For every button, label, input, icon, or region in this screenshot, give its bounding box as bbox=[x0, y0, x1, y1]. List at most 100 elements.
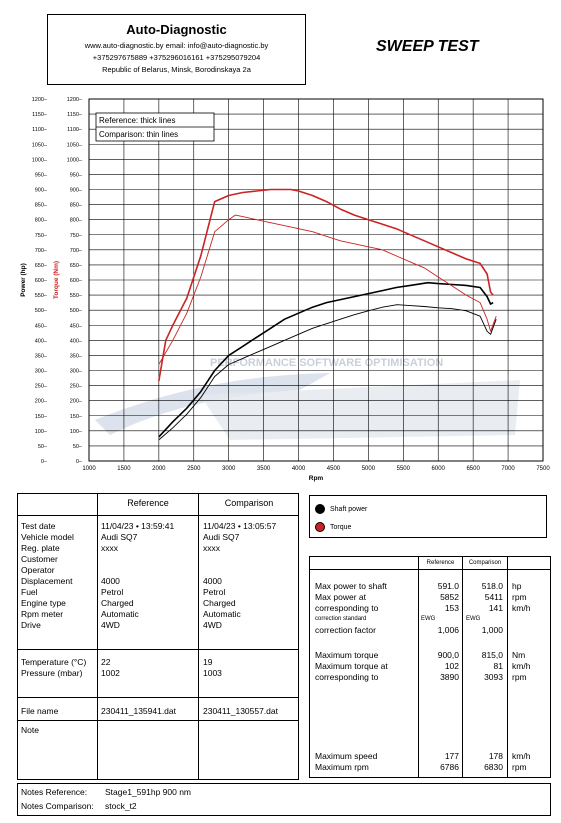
info-ref-value-8: Automatic bbox=[101, 609, 139, 619]
header-box: Auto-Diagnostic www.auto-diagnostic.by e… bbox=[47, 14, 306, 85]
y-tick-label-power: 950– bbox=[35, 172, 48, 178]
info-label-4: Operator bbox=[21, 565, 55, 575]
legend-torque: Torque bbox=[315, 521, 351, 533]
res-block1-label-1: Max power at bbox=[315, 592, 367, 602]
watermark-band-icon bbox=[200, 380, 520, 440]
x-tick-label: 6500 bbox=[466, 466, 480, 472]
res-block1-ref-0: 591.0 bbox=[437, 581, 459, 591]
res-block2-label-1: Maximum torque at bbox=[315, 661, 388, 671]
y-tick-label-torque: 150– bbox=[70, 414, 83, 420]
y-tick-label-power: 0– bbox=[41, 459, 48, 465]
annotation-comparison: Comparison: thin lines bbox=[99, 130, 178, 139]
y-tick-label-power: 700– bbox=[35, 248, 48, 254]
res-block1-unit-1: rpm bbox=[512, 592, 527, 602]
info-ref-value-5: 4000 bbox=[101, 576, 120, 586]
y-tick-label-torque: 500– bbox=[70, 308, 83, 314]
y-tick-label-power: 1050– bbox=[32, 142, 48, 148]
y-tick-label-power: 550– bbox=[35, 293, 48, 299]
y-tick-label-torque: 1050– bbox=[67, 142, 83, 148]
y-tick-label-torque: 1150– bbox=[67, 112, 83, 118]
res-block1-label-0: Max power to shaft bbox=[315, 581, 387, 591]
res-block3-ref-0: 177 bbox=[444, 751, 459, 761]
y-tick-label-torque: 900– bbox=[70, 188, 83, 194]
y-tick-label-torque: 750– bbox=[70, 233, 83, 239]
shaft-power-dot-icon bbox=[315, 503, 325, 514]
x-tick-label: 5500 bbox=[397, 466, 411, 472]
info-ref-value-3 bbox=[101, 554, 174, 565]
legend-torque-label: Torque bbox=[330, 524, 352, 531]
pressure-ref: 1002 bbox=[101, 668, 120, 678]
x-tick-label: 1500 bbox=[117, 466, 131, 472]
info-cmp-value-8: Automatic bbox=[203, 609, 241, 619]
res-block3-label-1: Maximum rpm bbox=[315, 762, 369, 772]
info-label-2: Reg. plate bbox=[21, 543, 60, 553]
info-cmp-value-1: Audi SQ7 bbox=[203, 532, 240, 542]
info-label-9: Drive bbox=[21, 620, 41, 630]
pressure-label: Pressure (mbar) bbox=[21, 668, 83, 678]
info-cmp-value-2: xxxx bbox=[203, 543, 220, 553]
temperature-ref: 22 bbox=[101, 657, 111, 667]
info-cmp-value-0: 11/04/23 • 13:05:57 bbox=[203, 521, 277, 531]
x-tick-label: 7000 bbox=[501, 466, 515, 472]
y-tick-label-power: 1150– bbox=[32, 112, 48, 118]
res-block1-unit-0: hp bbox=[512, 581, 522, 591]
res-block2-cmp-2: 3093 bbox=[484, 672, 503, 682]
y-tick-label-power: 850– bbox=[35, 203, 48, 209]
info-label-6: Fuel bbox=[21, 587, 38, 597]
res-block2-label-2: corresponding to bbox=[315, 672, 379, 682]
y-tick-label-torque: 100– bbox=[70, 429, 83, 435]
x-tick-label: 5000 bbox=[362, 466, 376, 472]
series-line-torque-comparison bbox=[158, 214, 497, 365]
y-tick-label-power: 500– bbox=[35, 308, 48, 314]
y-tick-label-torque: 650– bbox=[70, 263, 83, 269]
series-line-torque-reference bbox=[158, 188, 494, 382]
temperature-label: Temperature (°C) bbox=[21, 657, 87, 667]
torque-dot-icon bbox=[315, 521, 325, 532]
info-label-5: Displacement bbox=[21, 576, 73, 586]
res-block3-cmp-1: 6830 bbox=[484, 762, 503, 772]
y-tick-label-power: 1200– bbox=[32, 97, 48, 103]
note-label: Note bbox=[21, 725, 39, 735]
y-tick-label-power: 250– bbox=[35, 384, 48, 390]
legend-box bbox=[309, 495, 547, 538]
temperature-cmp: 19 bbox=[203, 657, 213, 667]
address-line: Republic of Belarus, Minsk, Borodinskaya… bbox=[102, 65, 251, 74]
y-tick-label-torque: 350– bbox=[70, 353, 83, 359]
y-tick-label-power: 650– bbox=[35, 263, 48, 269]
file-name-ref: 230411_135941.dat bbox=[101, 706, 177, 716]
y-tick-label-power: 1000– bbox=[32, 157, 48, 163]
res-block3-unit-0: km/h bbox=[512, 751, 531, 761]
x-tick-label: 3000 bbox=[222, 466, 236, 472]
res-block2-ref-0: 900,0 bbox=[437, 650, 459, 660]
info-ref-value-7: Charged bbox=[101, 598, 134, 608]
res-block1-ref-2: 153 bbox=[444, 603, 459, 613]
y-tick-label-power: 900– bbox=[35, 188, 48, 194]
x-tick-label: 7500 bbox=[536, 466, 550, 472]
x-tick-label: 2000 bbox=[152, 466, 166, 472]
notes-ref-label: Notes Reference: bbox=[21, 787, 88, 797]
info-reference-values: 11/04/23 • 13:59:41 Audi SQ7 xxxx 4000 Petr… bbox=[101, 521, 174, 631]
x-tick-label: 4500 bbox=[327, 466, 341, 472]
info-label-1: Vehicle model bbox=[21, 532, 74, 542]
y-tick-label-torque: 450– bbox=[70, 323, 83, 329]
y-tick-label-power: 150– bbox=[35, 414, 48, 420]
y-tick-label-power: 800– bbox=[35, 218, 48, 224]
y-tick-label-torque: 850– bbox=[70, 203, 83, 209]
legend-shaft-power-label: Shaft power bbox=[330, 506, 368, 513]
y-tick-label-torque: 550– bbox=[70, 293, 83, 299]
y-axis-label-power: Power (hp) bbox=[20, 263, 27, 297]
res-block2-label-0: Maximum torque bbox=[315, 650, 379, 660]
info-ref-value-1: Audi SQ7 bbox=[101, 532, 138, 542]
res-block1-ref-1: 5852 bbox=[440, 592, 459, 602]
info-col-comparison: Comparison bbox=[224, 498, 274, 508]
y-tick-label-torque: 0– bbox=[76, 459, 83, 465]
file-name-cmp: 230411_130557.dat bbox=[203, 706, 279, 716]
res-block2-ref-1: 102 bbox=[444, 661, 459, 671]
temp-pressure-ref: 22 1002 bbox=[101, 657, 120, 679]
temp-pressure-cmp: 19 1003 bbox=[203, 657, 222, 679]
res-block1-cmp-0: 518.0 bbox=[481, 581, 503, 591]
info-ref-value-0: 11/04/23 • 13:59:41 bbox=[101, 521, 175, 531]
correction-standard-label: correction standard bbox=[315, 616, 367, 622]
res-block2-unit-1: km/h bbox=[512, 661, 531, 671]
page-title: SWEEP TEST bbox=[376, 38, 479, 55]
